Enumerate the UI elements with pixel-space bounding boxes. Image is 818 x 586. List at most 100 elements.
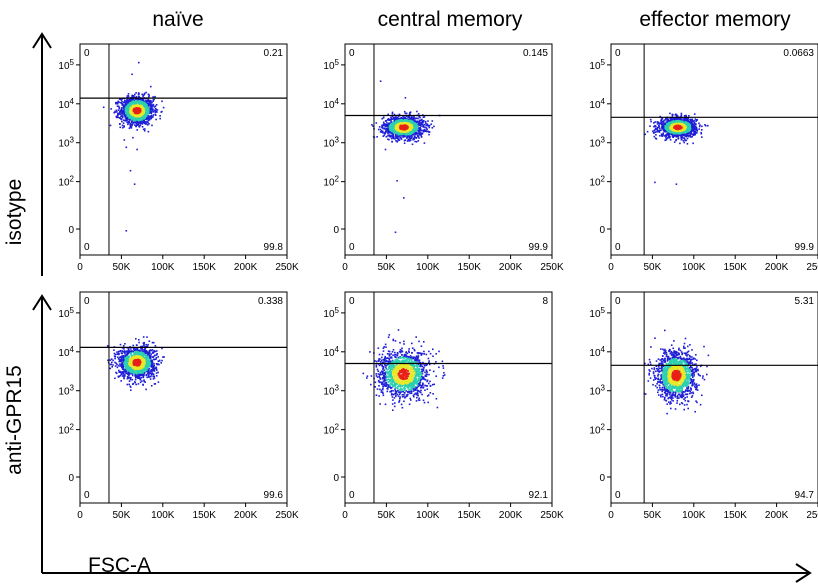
event-dot (127, 112, 130, 114)
event-dot (376, 136, 378, 138)
event-dot (687, 123, 690, 126)
event-dot (385, 123, 387, 126)
event-dot (420, 132, 423, 134)
event-dot (152, 358, 155, 361)
event-dot (386, 119, 389, 121)
event-dot (680, 114, 683, 116)
event-dot (124, 343, 126, 345)
event-dot (152, 108, 154, 111)
event-dot (115, 115, 118, 118)
event-dot (403, 126, 405, 129)
event-dot (121, 98, 123, 100)
event-dot (393, 120, 395, 123)
event-dot (382, 130, 384, 133)
event-dot-outlier (685, 139, 688, 142)
event-dot (141, 106, 144, 108)
event-dot (417, 130, 420, 133)
event-dot (676, 135, 678, 138)
event-dot (692, 129, 695, 131)
event-dot (646, 130, 649, 133)
event-dot (687, 134, 690, 136)
event-dot (419, 116, 421, 119)
event-dot (658, 129, 661, 132)
event-dot (151, 124, 153, 127)
event-dot (150, 368, 153, 371)
event-dot (673, 141, 676, 143)
event-dot (654, 128, 656, 131)
event-dot (117, 351, 120, 353)
event-dot (116, 103, 119, 105)
event-dot (705, 124, 707, 127)
event-dot (423, 142, 426, 144)
event-dot (420, 129, 423, 132)
event-dot (411, 133, 414, 136)
event-dot (121, 126, 124, 129)
event-dot (116, 111, 118, 113)
event-dot (138, 339, 140, 341)
event-dot (406, 120, 409, 122)
event-dot (698, 122, 700, 125)
event-dot (122, 115, 124, 118)
event-dot (418, 120, 421, 122)
event-dot (119, 113, 121, 115)
event-dot (408, 136, 410, 138)
event-dot (690, 119, 692, 121)
event-dot (385, 135, 388, 138)
event-dot (662, 134, 665, 136)
y-tick-label: 103 (58, 384, 74, 398)
event-dot (121, 120, 123, 123)
event-dot (150, 374, 153, 376)
event-dot (406, 115, 408, 118)
event-dot (152, 375, 154, 378)
event-dot (148, 103, 150, 106)
event-dot (689, 129, 692, 131)
event-dot (382, 132, 384, 134)
event-dot (683, 120, 686, 122)
event-dot (695, 120, 698, 122)
event-dot (130, 103, 133, 105)
event-dot (671, 115, 674, 117)
event-dot (428, 126, 430, 129)
event-dot (152, 367, 154, 370)
event-dot (144, 381, 146, 383)
event-dot (655, 134, 657, 136)
event-dot (125, 372, 128, 374)
event-dot (691, 135, 693, 138)
event-dot (123, 119, 126, 122)
x-tick-label: 150K (193, 510, 217, 521)
event-dot (669, 139, 672, 141)
event-dot (689, 121, 692, 124)
event-dot (425, 124, 428, 127)
event-dot (145, 112, 147, 114)
event-dot (135, 103, 138, 105)
event-dot (654, 121, 656, 123)
event-dot (148, 358, 150, 360)
event-dot (135, 344, 138, 346)
event-dot (146, 124, 149, 126)
event-dot (119, 374, 122, 377)
event-dot (690, 132, 693, 134)
event-dot (395, 118, 398, 120)
event-dot (665, 135, 667, 138)
event-dot (116, 105, 119, 107)
event-dot (408, 113, 411, 116)
event-dot (663, 119, 665, 122)
x-tick-label: 100K (416, 262, 440, 273)
event-dot (149, 378, 152, 380)
event-dot (412, 133, 415, 136)
event-dot (131, 123, 134, 125)
event-dot (667, 135, 670, 138)
event-dot (136, 109, 138, 112)
event-dot (386, 122, 388, 124)
event-dot (661, 135, 663, 137)
event-dot (693, 122, 695, 125)
event-dot (689, 133, 692, 135)
event-dot (131, 124, 133, 127)
event-dot (142, 122, 144, 124)
event-dot (155, 108, 158, 111)
event-dot (144, 116, 146, 119)
event-dot (386, 124, 389, 127)
event-dot (116, 366, 119, 369)
event-dot (149, 102, 151, 105)
quadrant-upper-right-value: 0.0663 (783, 48, 814, 59)
